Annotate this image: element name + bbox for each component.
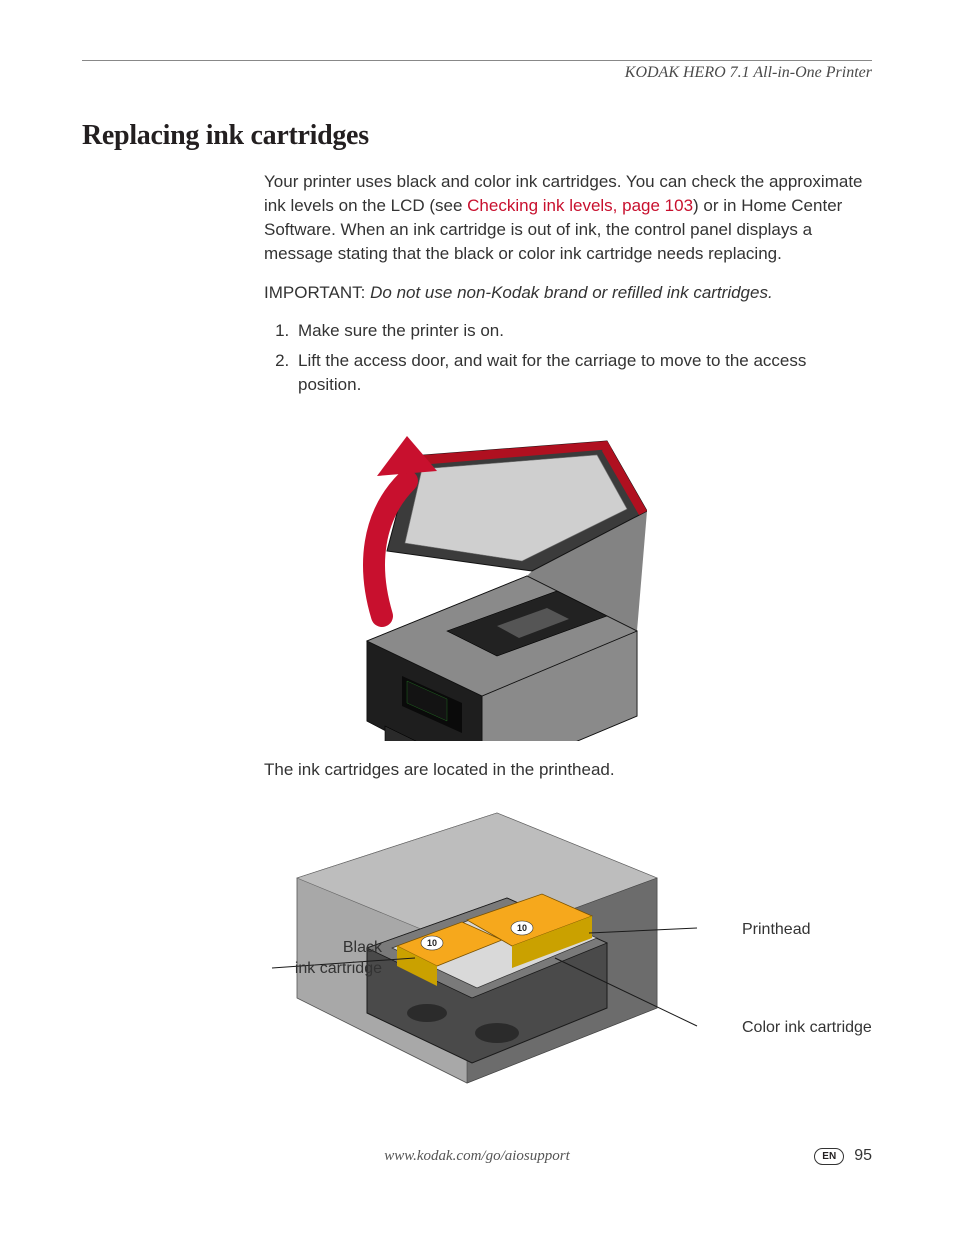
step-item: Lift the access door, and wait for the c… bbox=[294, 349, 872, 397]
callout-color-cartridge: Color ink cartridge bbox=[742, 1018, 872, 1039]
steps-list: Make sure the printer is on. Lift the ac… bbox=[294, 319, 872, 397]
printer-open-svg bbox=[307, 421, 647, 741]
callout-black-cartridge: Black ink cartridge bbox=[272, 938, 382, 980]
svg-text:10: 10 bbox=[517, 923, 527, 933]
intro-paragraph: Your printer uses black and color ink ca… bbox=[264, 170, 872, 267]
footer-url: www.kodak.com/go/aiosupport bbox=[82, 1148, 872, 1165]
header-product: KODAK HERO 7.1 All-in-One Printer bbox=[82, 64, 872, 82]
svg-text:10: 10 bbox=[427, 938, 437, 948]
figure-printhead-detail: 10 10 Black ink cartridge Printhead Color… bbox=[82, 808, 872, 1118]
figure-printer-open bbox=[82, 421, 872, 746]
language-badge: EN bbox=[814, 1148, 844, 1165]
callout-printhead: Printhead bbox=[742, 920, 811, 941]
page-number: 95 bbox=[854, 1147, 872, 1165]
important-note: IMPORTANT: Do not use non-Kodak brand or… bbox=[264, 281, 872, 305]
page-footer: www.kodak.com/go/aiosupport EN 95 bbox=[82, 1147, 872, 1165]
step-item: Make sure the printer is on. bbox=[294, 319, 872, 343]
body-block: Your printer uses black and color ink ca… bbox=[264, 170, 872, 397]
page-title: Replacing ink cartridges bbox=[82, 120, 872, 152]
important-label: IMPORTANT: bbox=[264, 283, 365, 302]
link-checking-ink-levels[interactable]: Checking ink levels, page 103 bbox=[467, 196, 693, 215]
important-text: Do not use non-Kodak brand or refilled i… bbox=[370, 283, 773, 302]
header-rule bbox=[82, 60, 872, 61]
caption-printhead-location: The ink cartridges are located in the pr… bbox=[264, 760, 872, 780]
